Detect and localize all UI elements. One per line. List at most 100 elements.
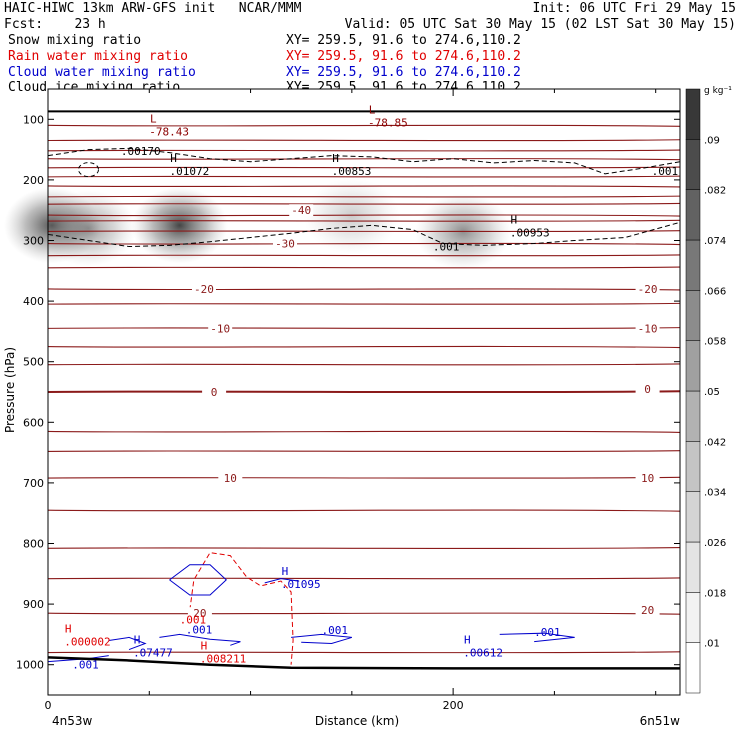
y-tick-label: 100 — [23, 113, 44, 126]
contour-label: .00170 — [121, 145, 161, 158]
terrain-surface — [47, 656, 680, 670]
temperature-contour — [47, 157, 681, 161]
cloud-water-contour — [169, 564, 227, 596]
colorbar-label: .09 — [704, 135, 720, 146]
colorbar-segment — [685, 491, 701, 543]
colorbar-segment — [685, 390, 701, 442]
extremum-value: .01072 — [170, 165, 210, 178]
x-tick-label: 200 — [443, 699, 464, 712]
colorbar-segment — [685, 592, 701, 643]
cloud-water-contour — [499, 632, 575, 643]
temperature-label: 0 — [644, 383, 651, 396]
temperature-contour — [47, 149, 681, 152]
colorbar-label: .018 — [704, 588, 726, 599]
extremum-value: .00612 — [463, 647, 503, 660]
temperature-label-bg — [635, 322, 660, 335]
colorbar-label: .074 — [704, 236, 726, 247]
colorbar-label: .026 — [704, 538, 726, 549]
extremum-mark: L — [369, 103, 376, 116]
y-tick-label: 200 — [23, 174, 44, 187]
colorbar-label: .034 — [704, 488, 726, 499]
y-axis-title: Pressure (hPa) — [3, 347, 17, 433]
extremum-mark: H — [464, 634, 471, 647]
extremum-value: .00953 — [510, 227, 550, 240]
cloud-water-contour — [291, 633, 352, 644]
temperature-contour — [47, 214, 681, 217]
temperature-contour — [47, 363, 681, 366]
temperature-label: -10 — [638, 322, 658, 335]
temperature-label: -40 — [291, 204, 311, 217]
temperature-contour — [47, 139, 681, 142]
colorbar-unit: g kg⁻¹ — [704, 86, 732, 96]
temperature-contour — [47, 242, 681, 246]
extremum-mark: H — [134, 634, 141, 647]
header-line1-left: HAIC-HIWC 13km ARW-GFS init NCAR/MMM — [4, 1, 302, 16]
header-line2-left: Fcst: 23 h — [4, 17, 106, 32]
temperature-contour — [47, 651, 681, 654]
cloud-ice-contour — [47, 147, 681, 175]
y-tick-label: 700 — [23, 477, 44, 490]
extremum-mark: H — [170, 152, 177, 165]
rain-water-contour — [189, 552, 294, 665]
header-line1-right: Init: 06 UTC Fri 29 May 15 — [532, 1, 737, 16]
colorbar-segment — [685, 139, 701, 190]
extremum-mark: H — [201, 640, 208, 653]
field-rain-name: Rain water mixing ratio — [8, 49, 189, 64]
extremum-value: .008211 — [200, 653, 246, 666]
temperature-label-bg — [202, 386, 227, 398]
temperature-label-bg — [187, 607, 212, 620]
extremum-mark: H — [511, 214, 518, 227]
field-snow-xy: XY= 259.5, 91.6 to 274.6,110.2 — [286, 33, 521, 48]
temperature-contour — [47, 390, 681, 394]
x-tick-label: 0 — [45, 699, 52, 712]
temperature-label: 0 — [211, 386, 218, 399]
contour-label: .001 — [433, 241, 460, 254]
y-tick-label: 1000 — [16, 659, 44, 672]
field-snow-name: Snow mixing ratio — [8, 33, 142, 48]
temperature-contour — [47, 254, 681, 257]
cloud-water-contour — [108, 636, 147, 651]
temperature-label: -30 — [275, 238, 295, 251]
temperature-contour — [47, 288, 681, 291]
extremum-mark: L — [150, 112, 157, 125]
temperature-label-bg — [289, 204, 314, 217]
extremum-mark: H — [65, 623, 72, 636]
temperature-contour — [47, 509, 681, 512]
colorbar-label: .082 — [704, 186, 726, 197]
temperature-label: -20 — [194, 283, 214, 296]
contour-label: .001 — [534, 626, 561, 639]
y-tick-label: 900 — [23, 598, 44, 611]
extremum-mark: H — [332, 152, 339, 165]
temperature-contour — [47, 612, 681, 615]
cloud-ice-contour — [78, 162, 100, 178]
colorbar-label: .066 — [704, 286, 726, 297]
colorbar-segment — [685, 239, 701, 291]
temperature-contour — [47, 219, 681, 222]
colorbar-label: .058 — [704, 337, 726, 348]
extremum-value: .000002 — [64, 636, 110, 649]
contour-label: .001 — [180, 613, 207, 626]
temperature-label: -20 — [638, 283, 658, 296]
extremum-value: .01095 — [281, 578, 321, 591]
temperature-label: -10 — [210, 322, 230, 335]
colorbar-segment — [685, 441, 701, 492]
temperature-contour — [47, 266, 681, 269]
temperature-contour — [47, 430, 681, 433]
snow-shading-blob — [131, 187, 228, 264]
temperature-contour — [47, 195, 681, 198]
temperature-contour — [47, 124, 681, 127]
temperature-contour — [47, 230, 681, 233]
temperature-contour — [47, 450, 681, 453]
temperature-contour — [47, 345, 681, 349]
cloud-water-contour — [159, 633, 241, 646]
y-tick-label: 600 — [23, 416, 44, 429]
temperature-label: 20 — [641, 604, 654, 617]
extremum-value: .07477 — [133, 647, 173, 660]
colorbar-segment — [685, 340, 701, 392]
temperature-contour — [47, 202, 681, 205]
colorbar-segment — [685, 541, 701, 593]
temperature-label: 10 — [224, 472, 237, 485]
field-cloudwater-xy: XY= 259.5, 91.6 to 274.6,110.2 — [286, 65, 521, 80]
plot-frame — [47, 88, 681, 696]
